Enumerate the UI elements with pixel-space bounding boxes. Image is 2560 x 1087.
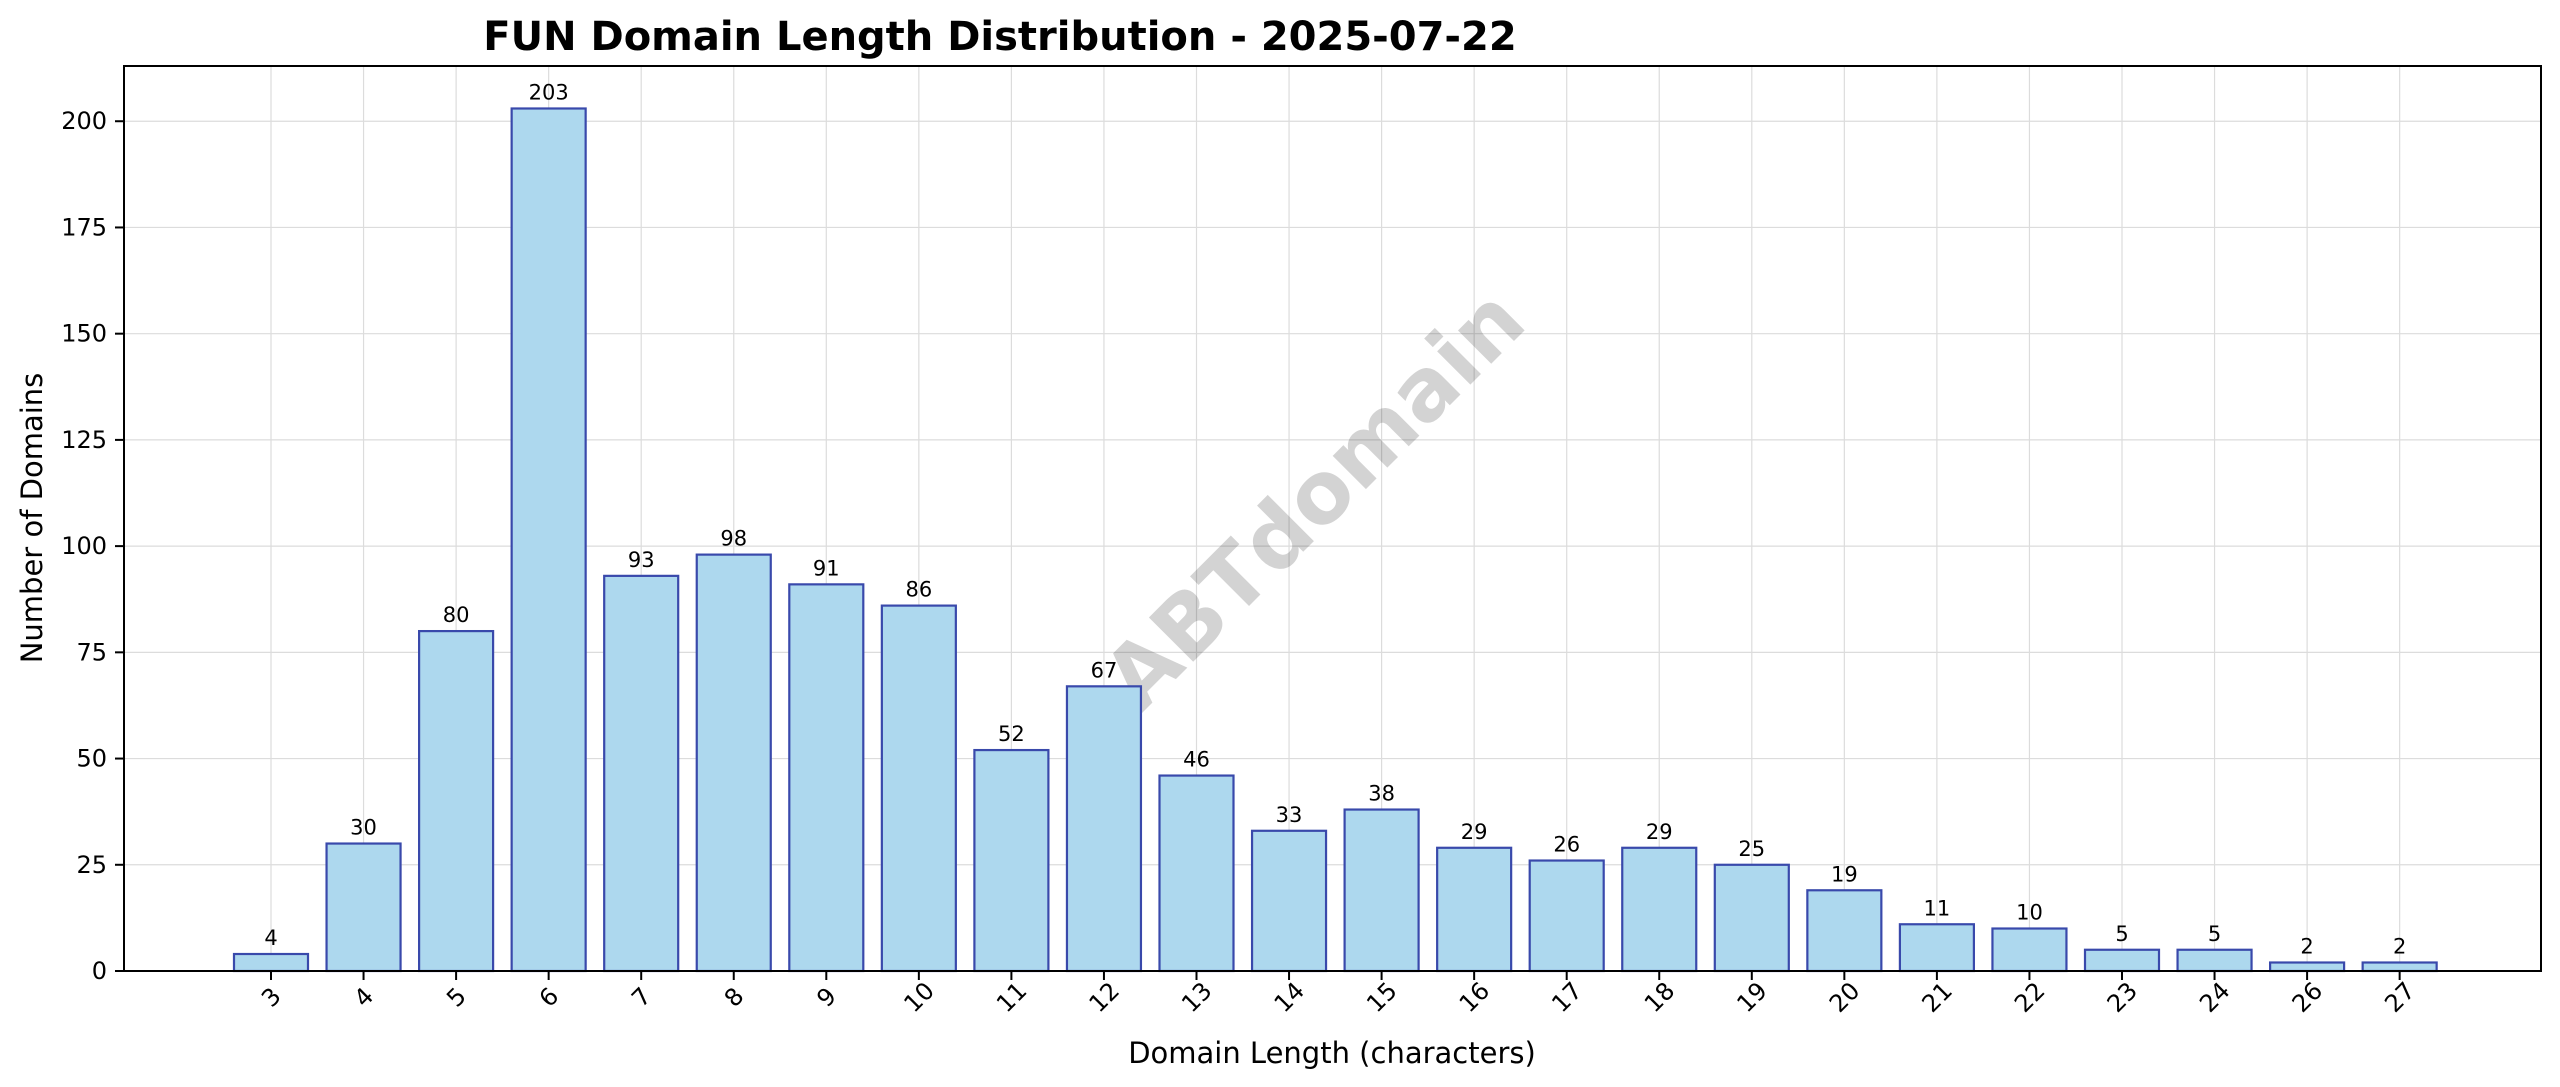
bar-value-label: 2: [2300, 935, 2313, 959]
bar-value-label: 4: [264, 926, 277, 950]
bar-value-label: 98: [720, 527, 747, 551]
bar-value-label: 5: [2208, 922, 2221, 946]
bar-18: [1621, 846, 1698, 973]
y-tick-label: 200: [61, 107, 107, 135]
bar-value-label: 25: [1738, 837, 1765, 861]
x-tick-label: 20: [1824, 977, 1865, 1018]
bar-27: [2361, 961, 2438, 973]
x-tick-label: 18: [1639, 977, 1680, 1018]
x-tick-label: 13: [1176, 977, 1217, 1018]
x-tick-label: 21: [1917, 977, 1958, 1018]
bar-value-label: 2: [2393, 935, 2406, 959]
plot-area-frame: [123, 65, 2542, 972]
x-tick-label: 19: [1731, 977, 1772, 1018]
bar-5: [418, 629, 495, 973]
bar-value-label: 19: [1831, 862, 1858, 886]
x-tick-label: 7: [626, 982, 657, 1013]
y-tick-label: 175: [61, 213, 107, 241]
bars: [232, 107, 2438, 973]
bar-17: [1528, 859, 1605, 973]
bar-11: [973, 748, 1050, 973]
bar-26: [2269, 961, 2346, 973]
bar-value-label: 29: [1461, 820, 1488, 844]
y-tick-label: 50: [76, 745, 107, 773]
bar-19: [1713, 863, 1790, 973]
x-tick-label: 12: [1084, 977, 1125, 1018]
x-tick-label: 26: [2287, 977, 2328, 1018]
bar-value-label: 26: [1553, 833, 1580, 857]
x-tick-label: 11: [991, 977, 1032, 1018]
bar-23: [2083, 948, 2161, 973]
bar-value-label: 203: [529, 80, 569, 104]
x-tick-label: 22: [2009, 977, 2050, 1018]
bar-9: [788, 583, 865, 973]
bar-20: [1806, 889, 1883, 973]
x-tick-label: 8: [719, 982, 750, 1013]
bar-value-label: 29: [1646, 820, 1673, 844]
bar-21: [1898, 923, 1976, 973]
x-tick-label: 6: [534, 982, 565, 1013]
bar-value-label: 52: [998, 722, 1025, 746]
bar-value-label: 5: [2115, 922, 2128, 946]
x-tick-label: 24: [2194, 977, 2235, 1018]
bar-value-label: 86: [905, 578, 932, 602]
x-tick-label: 5: [441, 982, 472, 1013]
bar-value-label: 93: [628, 548, 655, 572]
y-tick-label: 100: [61, 532, 107, 560]
x-axis-ticks: 3 4 5 6 7 8 9 10 11 12 13 14 15 16 17 18 19 20 21 22 23 24 26 2…: [256, 971, 2421, 1018]
y-tick-label: 75: [76, 638, 107, 666]
bar-22: [1991, 927, 2068, 973]
bar-value-label: 33: [1276, 803, 1303, 827]
x-tick-label: 15: [1361, 977, 1402, 1018]
y-tick-label: 25: [76, 851, 107, 879]
y-tick-label: 0: [92, 957, 107, 985]
bar-4: [325, 842, 402, 973]
bar-value-label: 10: [2016, 901, 2043, 925]
bar-16: [1436, 846, 1513, 973]
x-tick-label: 16: [1454, 977, 1495, 1018]
bar-value-label: 30: [350, 816, 377, 840]
watermark-text: ABTdomain: [1085, 270, 1544, 729]
x-tick-label: 9: [811, 982, 842, 1013]
bar-24: [2176, 948, 2253, 973]
bar-10: [880, 604, 957, 973]
bar-8: [695, 553, 772, 973]
y-axis-ticks: 0 25 50 75 100 125 150 175 200: [61, 107, 124, 985]
bar-value-label: 46: [1183, 748, 1210, 772]
bar-15: [1343, 808, 1420, 973]
x-tick-label: 4: [349, 982, 380, 1013]
bar-14: [1250, 829, 1328, 973]
x-tick-label: 3: [256, 982, 287, 1013]
bar-6: [510, 107, 587, 973]
y-tick-label: 150: [61, 320, 107, 348]
x-tick-label: 17: [1546, 977, 1587, 1018]
bar-13: [1158, 774, 1235, 973]
y-axis-label: Number of Domains: [15, 373, 49, 664]
bar-value-label: 67: [1091, 658, 1118, 682]
bar-value-label: 80: [443, 603, 470, 627]
bar-3: [232, 952, 310, 973]
y-tick-label: 125: [61, 426, 107, 454]
x-axis-label: Domain Length (characters): [1128, 1036, 1536, 1070]
x-tick-label: 14: [1269, 977, 1310, 1018]
bar-value-label: 91: [813, 556, 840, 580]
bar-value-label: 38: [1368, 782, 1395, 806]
chart-title: FUN Domain Length Distribution - 2025-07…: [483, 14, 1516, 60]
x-tick-label: 27: [2379, 977, 2420, 1018]
bar-7: [603, 574, 680, 973]
x-tick-label: 23: [2102, 977, 2143, 1018]
bar-value-label: 11: [1924, 896, 1951, 920]
x-tick-label: 10: [898, 977, 939, 1018]
bar-12: [1065, 685, 1143, 973]
